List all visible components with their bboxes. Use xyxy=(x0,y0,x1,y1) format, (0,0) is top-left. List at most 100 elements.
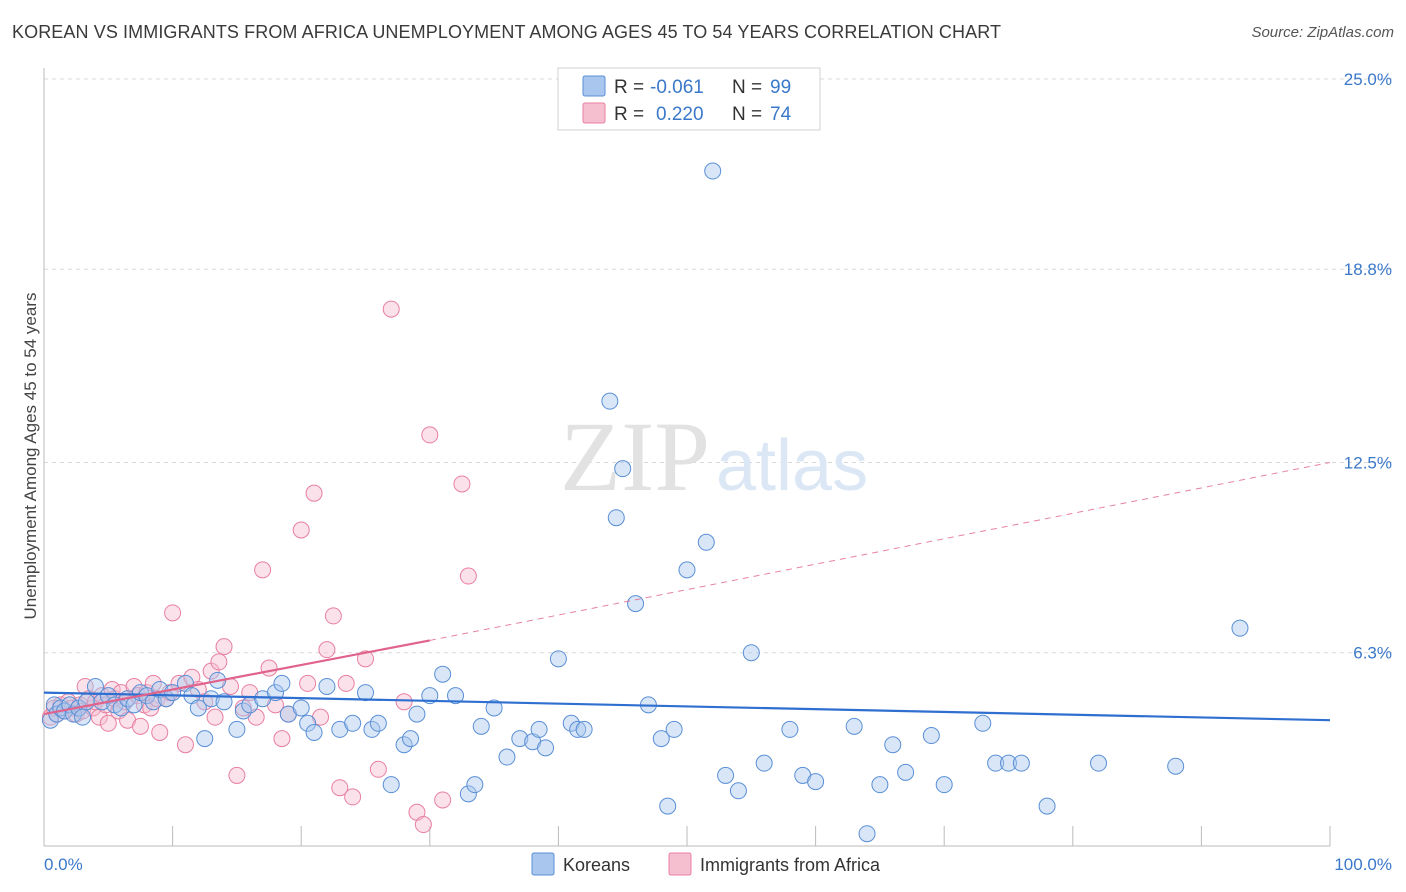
africa-point xyxy=(164,604,182,622)
koreans-point xyxy=(196,730,214,748)
koreans-point xyxy=(273,674,291,692)
koreans-point xyxy=(189,699,207,717)
africa-point xyxy=(228,766,246,784)
koreans-point xyxy=(884,736,902,754)
legend-n-value-1: 99 xyxy=(770,77,791,98)
legend-swatch-africa xyxy=(582,102,606,124)
chart-source: Source: ZipAtlas.com xyxy=(1251,24,1394,41)
koreans-point xyxy=(845,717,863,735)
x-tick-label: 0.0% xyxy=(44,855,83,874)
koreans-point xyxy=(485,699,503,717)
watermark-atlas: atlas xyxy=(716,426,868,506)
koreans-point xyxy=(549,650,567,668)
africa-trend-line-extended xyxy=(429,462,1331,641)
koreans-point xyxy=(357,684,374,702)
koreans-point xyxy=(1231,619,1249,637)
koreans-point xyxy=(202,690,220,708)
africa-point xyxy=(434,791,452,809)
africa-point xyxy=(382,300,400,318)
legend-r-value-2: 0.220 xyxy=(656,104,704,125)
koreans-point xyxy=(434,665,452,683)
koreans-point xyxy=(459,785,477,803)
legend-box: R = -0.061 N = 99 R = 0.220 N = 74 xyxy=(557,67,821,131)
africa-point xyxy=(176,736,194,754)
legend-n-label-2: N = xyxy=(732,104,762,125)
y-tick-label: 6.3% xyxy=(1353,644,1392,663)
koreans-point xyxy=(74,708,92,726)
koreans-point xyxy=(1038,797,1056,815)
africa-point xyxy=(292,521,310,539)
koreans-point xyxy=(292,699,310,717)
koreans-point xyxy=(665,720,683,738)
africa-point xyxy=(369,760,387,778)
y-tick-label: 12.5% xyxy=(1344,454,1392,473)
koreans-point xyxy=(614,460,632,478)
koreans-points xyxy=(41,162,1249,843)
legend-n-label-1: N = xyxy=(732,77,762,98)
koreans-trend-line xyxy=(43,691,1331,722)
koreans-point xyxy=(466,776,484,794)
axes xyxy=(43,68,1331,847)
koreans-point xyxy=(1090,754,1108,772)
tick-labels: 6.3% 12.5% 18.8% 25.0% 0.0% 100.0% xyxy=(44,70,1392,874)
koreans-point xyxy=(974,714,992,732)
africa-point xyxy=(305,484,323,502)
africa-point xyxy=(324,607,342,625)
koreans-point xyxy=(344,714,362,732)
koreans-point xyxy=(897,763,915,781)
bottom-legend-koreans: Koreans xyxy=(563,855,630,875)
koreans-point xyxy=(659,797,677,815)
africa-point xyxy=(421,426,439,444)
africa-point xyxy=(395,693,413,711)
koreans-point xyxy=(601,392,619,410)
koreans-point xyxy=(498,748,516,766)
africa-point xyxy=(215,638,233,656)
koreans-point xyxy=(363,720,381,738)
bottom-legend-africa: Immigrants from Africa xyxy=(700,855,881,875)
x-tick-label: 100.0% xyxy=(1334,855,1392,874)
koreans-point xyxy=(627,595,645,613)
koreans-point xyxy=(447,687,465,705)
koreans-point xyxy=(530,720,548,738)
africa-point xyxy=(299,674,317,692)
legend-r-label-1: R = xyxy=(614,77,644,98)
africa-point xyxy=(414,816,432,834)
koreans-point xyxy=(408,705,426,723)
africa-point xyxy=(131,717,149,735)
y-axis-label: Unemployment Among Ages 45 to 54 years xyxy=(21,293,40,620)
africa-point xyxy=(318,641,336,659)
koreans-point xyxy=(781,720,799,738)
legend-n-value-2: 74 xyxy=(770,104,792,125)
africa-point xyxy=(453,475,471,493)
koreans-point xyxy=(1000,754,1017,772)
bottom-legend-swatch-africa xyxy=(668,852,692,876)
legend-swatch-koreans xyxy=(582,75,606,97)
koreans-point xyxy=(755,754,773,772)
legend-r-value-1: -0.061 xyxy=(650,77,704,98)
koreans-point xyxy=(228,720,246,738)
africa-point xyxy=(260,659,278,677)
africa-point xyxy=(151,723,169,741)
y-tick-label: 18.8% xyxy=(1344,260,1392,279)
africa-point xyxy=(337,674,355,692)
koreans-point xyxy=(369,714,387,732)
chart-title: KOREAN VS IMMIGRANTS FROM AFRICA UNEMPLO… xyxy=(12,22,1002,42)
africa-point xyxy=(99,714,117,732)
koreans-point xyxy=(402,730,420,748)
bottom-legend: Koreans Immigrants from Africa xyxy=(531,852,881,876)
koreans-point xyxy=(575,720,593,738)
koreans-point xyxy=(935,776,953,794)
africa-point xyxy=(254,561,272,579)
koreans-point xyxy=(729,782,747,800)
africa-point xyxy=(331,779,349,797)
legend-r-label-2: R = xyxy=(614,104,644,125)
africa-point xyxy=(459,567,477,585)
koreans-point xyxy=(922,727,940,745)
grid-lines xyxy=(44,78,1392,654)
trend-lines xyxy=(43,462,1331,722)
koreans-point xyxy=(569,720,587,738)
koreans-point xyxy=(1012,754,1030,772)
koreans-point xyxy=(607,509,625,527)
koreans-point xyxy=(318,677,336,695)
koreans-point xyxy=(742,644,760,662)
